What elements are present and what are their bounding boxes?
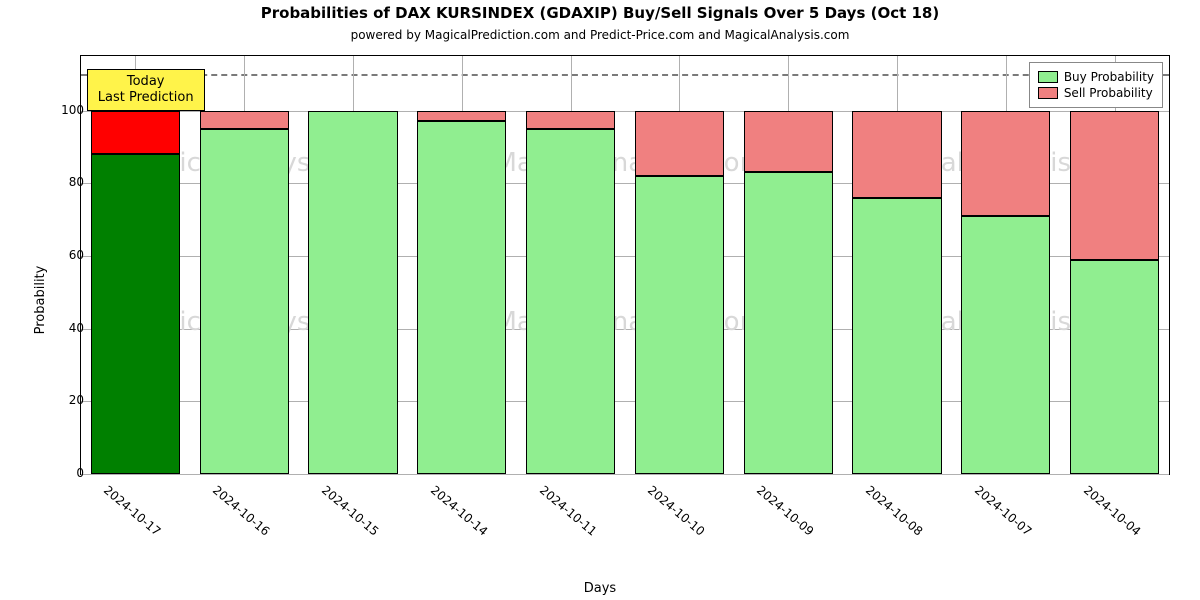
today-annotation: Today Last Prediction: [87, 69, 205, 112]
bar-segment-sell: [91, 111, 180, 155]
x-axis-label: Days: [0, 581, 1200, 596]
x-tick-label: 2024-10-04: [1081, 483, 1143, 539]
x-tick-label: 2024-10-15: [319, 483, 381, 539]
bar-segment-buy: [744, 172, 833, 474]
legend-swatch-sell: [1038, 87, 1058, 99]
legend-label-buy: Buy Probability: [1064, 70, 1154, 84]
bar-segment-sell: [1070, 111, 1159, 260]
bar-segment-sell: [961, 111, 1050, 216]
y-tick-label: 0: [50, 466, 84, 480]
x-tick-label: 2024-10-17: [101, 483, 163, 539]
bar-segment-sell: [635, 111, 724, 176]
legend-swatch-buy: [1038, 71, 1058, 83]
bar-segment-sell: [200, 111, 289, 129]
bar-segment-sell: [852, 111, 941, 198]
y-axis-label: Probability: [33, 266, 48, 335]
y-tick-label: 60: [50, 248, 84, 262]
chart-title: Probabilities of DAX KURSINDEX (GDAXIP) …: [0, 4, 1200, 22]
gridline-horizontal: [81, 474, 1169, 475]
bar-segment-buy: [526, 129, 615, 474]
legend-label-sell: Sell Probability: [1064, 86, 1153, 100]
y-tick-label: 100: [50, 103, 84, 117]
bar-segment-sell: [417, 111, 506, 122]
x-tick-label: 2024-10-11: [537, 483, 599, 539]
bar-segment-buy: [1070, 260, 1159, 474]
bar-segment-buy: [961, 216, 1050, 474]
legend-item-sell: Sell Probability: [1038, 86, 1154, 100]
x-tick-label: 2024-10-09: [754, 483, 816, 539]
bar-segment-buy: [200, 129, 289, 474]
y-tick-label: 20: [50, 393, 84, 407]
legend: Buy Probability Sell Probability: [1029, 62, 1163, 108]
bar-segment-buy: [852, 198, 941, 474]
y-tick-label: 40: [50, 321, 84, 335]
x-tick-label: 2024-10-08: [863, 483, 925, 539]
legend-item-buy: Buy Probability: [1038, 70, 1154, 84]
today-annotation-line2: Last Prediction: [98, 90, 194, 106]
bar-segment-sell: [744, 111, 833, 173]
x-tick-label: 2024-10-10: [645, 483, 707, 539]
bar-segment-sell: [526, 111, 615, 129]
x-tick-label: 2024-10-07: [972, 483, 1034, 539]
bar-segment-buy: [417, 121, 506, 474]
x-tick-label: 2024-10-16: [210, 483, 272, 539]
bar-segment-buy: [635, 176, 724, 474]
chart-subtitle: powered by MagicalPrediction.com and Pre…: [0, 28, 1200, 42]
y-tick-label: 80: [50, 175, 84, 189]
chart-container: Probabilities of DAX KURSINDEX (GDAXIP) …: [0, 0, 1200, 600]
bar-segment-buy: [308, 111, 397, 474]
today-annotation-line1: Today: [98, 74, 194, 90]
bar-segment-buy: [91, 154, 180, 474]
plot-area: Buy Probability Sell Probability Today L…: [80, 55, 1170, 475]
x-tick-label: 2024-10-14: [428, 483, 490, 539]
